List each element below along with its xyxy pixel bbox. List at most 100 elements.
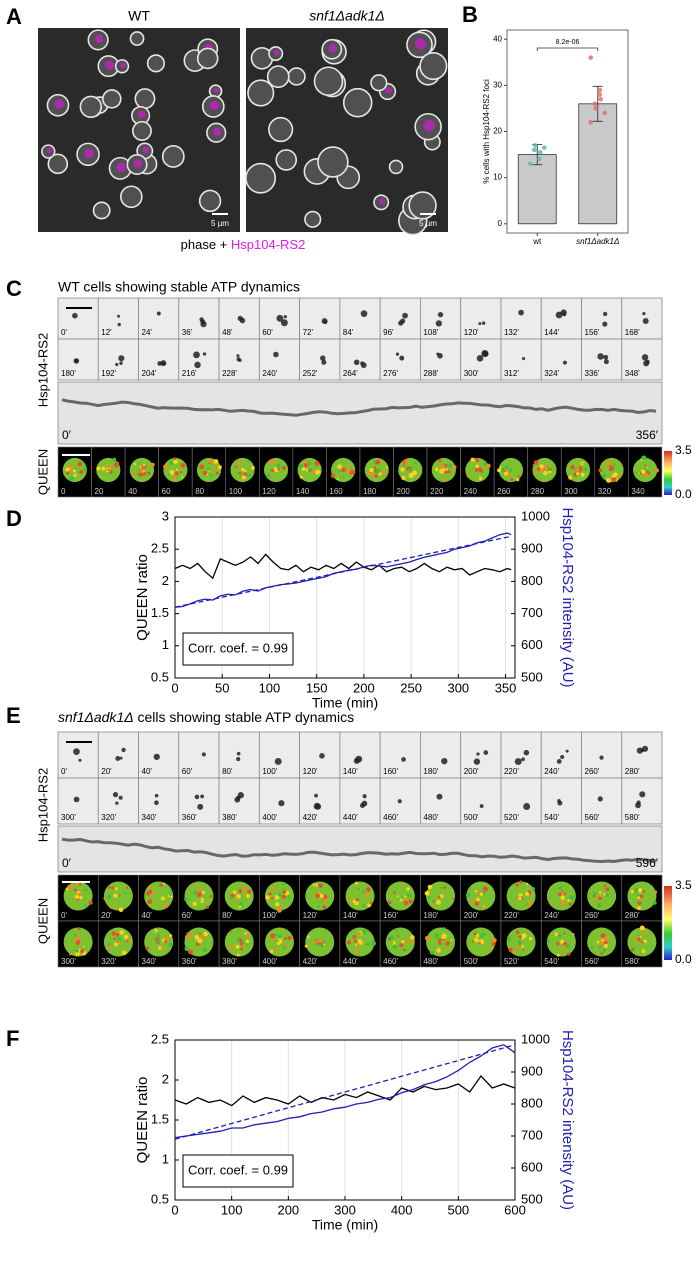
queen-pixel: [123, 934, 129, 940]
queen-pixel: [546, 465, 550, 468]
queen-pixel: [637, 901, 642, 906]
queen-pixel: [434, 905, 437, 908]
queen-pixel: [602, 948, 607, 953]
queen-pixel: [307, 935, 310, 939]
queen-pixel: [338, 465, 342, 470]
y-tick-label: 1.5: [151, 1111, 169, 1126]
focus: [120, 62, 126, 69]
queen-pixel: [217, 465, 222, 470]
queen-pixel: [361, 929, 367, 935]
queen-pixel: [429, 950, 435, 955]
queen-pixel: [611, 477, 617, 483]
queen-pixel: [118, 907, 124, 912]
queen-pixel: [307, 461, 311, 466]
queen-pixel: [314, 938, 317, 942]
queen-pixel: [207, 467, 211, 471]
focus-spot: [599, 755, 604, 760]
queen-pixel: [567, 899, 570, 902]
queen-pixel: [499, 466, 502, 469]
focus-spot: [319, 753, 325, 759]
cell: [79, 95, 103, 119]
cell: [287, 67, 306, 86]
focus-spot: [640, 748, 644, 752]
frame: [57, 297, 99, 340]
queen-pixel: [400, 467, 405, 472]
cell: [304, 210, 322, 228]
frame: [57, 731, 99, 779]
frame-label: 200: [397, 487, 411, 496]
queen-pixel: [134, 462, 137, 466]
queen-pixel: [357, 938, 363, 944]
queen-pixel: [604, 936, 610, 942]
queen-pixel: [478, 467, 483, 473]
queen-pixel: [115, 887, 118, 891]
queen-pixel: [208, 458, 213, 464]
focus-spot: [603, 359, 609, 365]
queen-pixel: [557, 892, 562, 897]
queen-pixel: [109, 469, 112, 473]
frame-label: 348': [625, 369, 640, 378]
queen-pixel: [563, 892, 567, 896]
focus-spot: [115, 801, 119, 805]
queen-pixel: [370, 940, 376, 946]
queen-pixel: [238, 901, 244, 907]
queen-pixel: [209, 473, 214, 477]
queen-pixel: [83, 904, 87, 908]
cell: [408, 191, 437, 220]
queen-pixel: [597, 903, 602, 908]
focus-spot: [521, 357, 526, 361]
focus-spot: [597, 796, 603, 802]
x-tick-label: 350: [495, 680, 517, 695]
queen-pixel: [240, 894, 243, 898]
queen-pixel: [441, 463, 444, 466]
queen-pixel: [197, 887, 202, 892]
queen-pixel: [555, 942, 560, 946]
queen-pixel: [299, 475, 303, 479]
frame-label: 120': [464, 328, 479, 337]
frame: [97, 338, 139, 381]
queen-pixel: [163, 940, 167, 944]
queen-pixel: [408, 473, 414, 478]
queen-pixel: [205, 905, 209, 909]
frame-label: 220: [430, 487, 444, 496]
queen-pixel: [397, 895, 400, 898]
x-tick-label: 0: [171, 680, 178, 695]
queen-pixel: [482, 905, 485, 908]
frame-label: 260: [497, 487, 511, 496]
frame: [178, 731, 220, 779]
x-tick-label: 600: [504, 1202, 526, 1217]
focus: [46, 147, 53, 154]
queen-pixel: [315, 893, 320, 899]
queen-pixel: [491, 942, 496, 946]
focus-spot: [523, 749, 530, 756]
queen-pixel: [605, 893, 609, 897]
frame-label: 300: [564, 487, 578, 496]
frame-label: 400': [262, 957, 277, 966]
cell: [342, 87, 373, 118]
queen-pixel: [378, 472, 382, 476]
focus-spot: [435, 320, 443, 327]
focus-spot: [273, 351, 279, 358]
frame-label: 360': [182, 813, 197, 822]
queen-pixel: [479, 934, 484, 938]
row-label: Hsp104-RS2: [35, 333, 50, 407]
queen-pixel: [518, 896, 522, 901]
queen-pixel: [242, 945, 246, 949]
focus-spot: [597, 353, 604, 360]
frame-label: 228': [222, 369, 237, 378]
queen-pixel: [124, 891, 127, 894]
frame-label: 260': [585, 767, 600, 776]
queen-pixel: [208, 462, 211, 465]
frame-label: 220': [504, 911, 519, 920]
frame-label: 300': [61, 957, 76, 966]
queen-pixel: [601, 473, 607, 479]
queen-pixel: [251, 466, 255, 470]
queen-pixel: [510, 478, 514, 482]
data-point: [588, 119, 594, 125]
focus-spot: [200, 794, 205, 799]
queen-pixel: [125, 886, 129, 890]
queen-pixel: [213, 459, 219, 464]
queen-pixel: [392, 891, 396, 895]
annotation-box: [182, 1154, 294, 1188]
queen-pixel: [356, 898, 360, 902]
